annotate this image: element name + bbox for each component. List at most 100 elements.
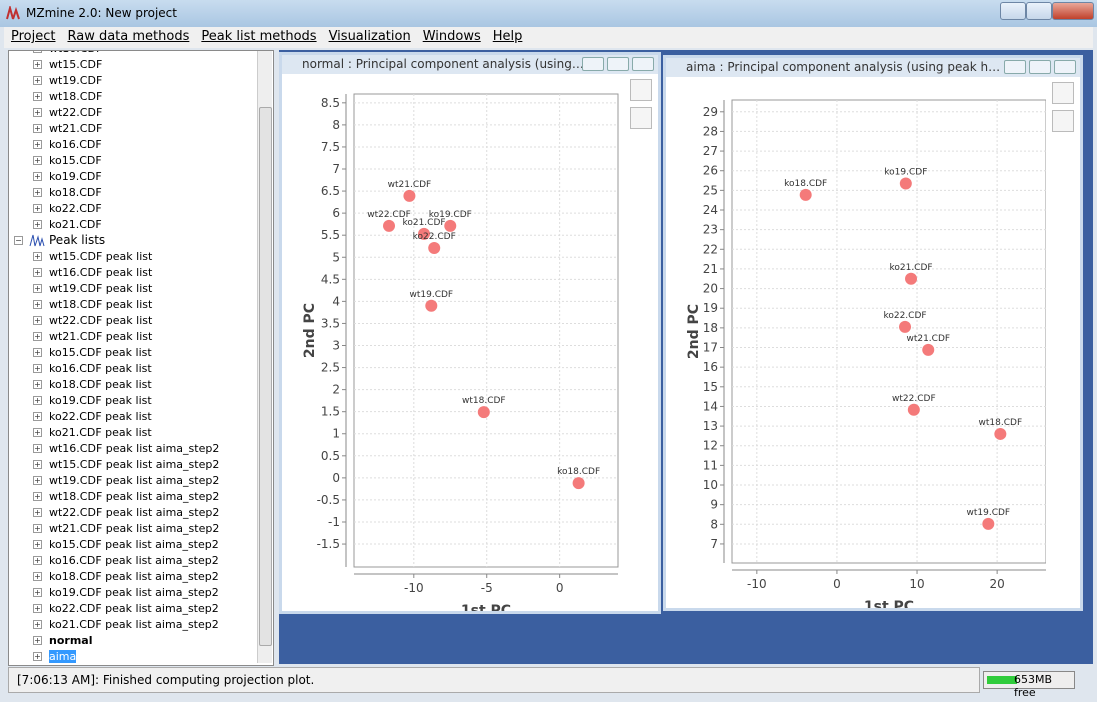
tree-row[interactable]: + normal	[9, 633, 259, 649]
menu-item[interactable]: Project	[11, 29, 56, 44]
status-bar: [7:06:13 AM]: Finished computing project…	[8, 667, 980, 693]
tree-label: wt15.CDF	[49, 58, 103, 71]
tree-row[interactable]: + wt16.CDF peak list aima_step2	[9, 441, 259, 457]
expand-box: +	[33, 51, 42, 53]
toolbar-button[interactable]	[630, 107, 652, 129]
maximize-button[interactable]	[1029, 60, 1051, 74]
y-tick-label: 4.5	[321, 272, 340, 286]
tree-row[interactable]: + wt18.CDF	[9, 89, 259, 105]
toolbar-button[interactable]	[1052, 82, 1074, 104]
tree-label: wt16.CDF peak list	[49, 266, 153, 279]
point-label: wt18.CDF	[462, 396, 506, 406]
expand-box: +	[33, 428, 42, 437]
project-tree: + wt16.CDF + wt15.CDF + wt19.CDF + wt18.CDF + wt2…	[8, 50, 274, 666]
toolbar-button[interactable]	[1052, 110, 1074, 132]
tree-row[interactable]: + ko22.CDF	[9, 201, 259, 217]
tree-row[interactable]: − Peak lists	[9, 233, 259, 249]
tree-row[interactable]: + wt15.CDF peak list	[9, 249, 259, 265]
y-tick-label: 22	[703, 242, 718, 256]
maximize-button[interactable]	[1026, 2, 1052, 20]
toolbar-button[interactable]	[630, 79, 652, 101]
minimize-button[interactable]	[1004, 60, 1026, 74]
tree-label: wt21.CDF peak list aima_step2	[49, 522, 220, 535]
tree-row[interactable]: + wt19.CDF peak list aima_step2	[9, 473, 259, 489]
expand-box: +	[33, 92, 42, 101]
expand-box: +	[33, 284, 42, 293]
tree-row[interactable]: + ko21.CDF peak list	[9, 425, 259, 441]
tree-row[interactable]: + ko19.CDF peak list aima_step2	[9, 585, 259, 601]
tree-row[interactable]: + ko22.CDF peak list aima_step2	[9, 601, 259, 617]
tree-row[interactable]: + wt22.CDF peak list	[9, 313, 259, 329]
tree-row[interactable]: + wt15.CDF peak list aima_step2	[9, 457, 259, 473]
y-tick-label: 19	[703, 301, 718, 315]
app-icon	[6, 6, 20, 20]
tree-row[interactable]: + aima	[9, 649, 259, 665]
tree-label: normal	[49, 634, 93, 647]
menu-item[interactable]: Windows	[422, 29, 481, 44]
y-tick-label: 6.5	[321, 184, 340, 198]
data-point	[994, 427, 1007, 440]
tree-row[interactable]: + wt21.CDF peak list	[9, 329, 259, 345]
y-tick-label: 8.5	[321, 96, 340, 110]
tree-row[interactable]: + ko15.CDF	[9, 153, 259, 169]
tree-row[interactable]: + wt18.CDF peak list	[9, 297, 259, 313]
tree-row[interactable]: + wt21.CDF	[9, 121, 259, 137]
menu-item[interactable]: Visualization	[328, 29, 411, 44]
tree-row[interactable]: + wt22.CDF	[9, 105, 259, 121]
tree-row[interactable]: + ko19.CDF	[9, 169, 259, 185]
tree-row[interactable]: + wt19.CDF peak list	[9, 281, 259, 297]
tree-row[interactable]: + ko16.CDF peak list aima_step2	[9, 553, 259, 569]
tree-row[interactable]: + ko18.CDF peak list	[9, 377, 259, 393]
tree-row[interactable]: + ko18.CDF	[9, 185, 259, 201]
menu-item[interactable]: Peak list methods	[201, 29, 317, 44]
tree-row[interactable]: + wt18.CDF peak list aima_step2	[9, 489, 259, 505]
tree-label: wt18.CDF peak list	[49, 298, 153, 311]
expand-box: +	[33, 76, 42, 85]
minimize-button[interactable]	[1000, 2, 1026, 20]
expand-box: +	[33, 380, 42, 389]
window-title: MZmine 2.0: New project	[26, 6, 177, 20]
tree-row[interactable]: + wt21.CDF peak list aima_step2	[9, 521, 259, 537]
y-tick-label: 15	[703, 380, 718, 394]
tree-row[interactable]: + wt16.CDF	[9, 51, 259, 57]
y-tick-label: 2	[332, 383, 340, 397]
point-label: wt21.CDF	[906, 334, 950, 344]
tree-label: wt19.CDF peak list	[49, 282, 153, 295]
memory-indicator[interactable]: 653MB free	[983, 671, 1075, 699]
x-tick-label: -10	[404, 581, 424, 595]
tree-row[interactable]: + wt22.CDF peak list aima_step2	[9, 505, 259, 521]
tree-row[interactable]: + ko21.CDF peak list aima_step2	[9, 617, 259, 633]
menu-item[interactable]: Raw data methods	[67, 29, 190, 44]
tree-row[interactable]: + wt19.CDF	[9, 73, 259, 89]
tree-label: wt21.CDF peak list	[49, 330, 153, 343]
scroll-thumb[interactable]	[259, 107, 272, 646]
data-point	[403, 189, 416, 202]
tree-row[interactable]: + ko22.CDF peak list	[9, 409, 259, 425]
maximize-button[interactable]	[607, 57, 629, 71]
tree-row[interactable]: + ko18.CDF peak list aima_step2	[9, 569, 259, 585]
tree-row[interactable]: + ko15.CDF peak list	[9, 345, 259, 361]
tree-row[interactable]: + wt15.CDF	[9, 57, 259, 73]
close-button[interactable]	[1052, 2, 1094, 20]
tree-row[interactable]: + ko19.CDF peak list	[9, 393, 259, 409]
expand-box: +	[33, 108, 42, 117]
minimize-button[interactable]	[582, 57, 604, 71]
y-tick-label: 3	[332, 339, 340, 353]
window-title: aima : Principal component analysis (usi…	[686, 60, 1001, 74]
chart-window: aima : Principal component analysis (usi…	[663, 55, 1083, 611]
tree-row[interactable]: + ko21.CDF	[9, 217, 259, 233]
tree-row[interactable]: + ko16.CDF peak list	[9, 361, 259, 377]
close-button[interactable]	[632, 57, 654, 71]
tree-label: ko21.CDF peak list aima_step2	[49, 618, 219, 631]
menu-item[interactable]: Help	[492, 29, 523, 44]
menu-bar: Project Raw data methods Peak list methods…	[4, 27, 1093, 48]
close-button[interactable]	[1054, 60, 1076, 74]
tree-row[interactable]: + wt16.CDF peak list	[9, 265, 259, 281]
tree-label: ko16.CDF peak list	[49, 362, 152, 375]
tree-label: wt21.CDF	[49, 122, 103, 135]
point-label: ko22.CDF	[413, 232, 456, 242]
tree-label: wt19.CDF peak list aima_step2	[49, 474, 220, 487]
tree-row[interactable]: + ko16.CDF	[9, 137, 259, 153]
tree-row[interactable]: + ko15.CDF peak list aima_step2	[9, 537, 259, 553]
y-tick-label: 11	[703, 458, 718, 472]
